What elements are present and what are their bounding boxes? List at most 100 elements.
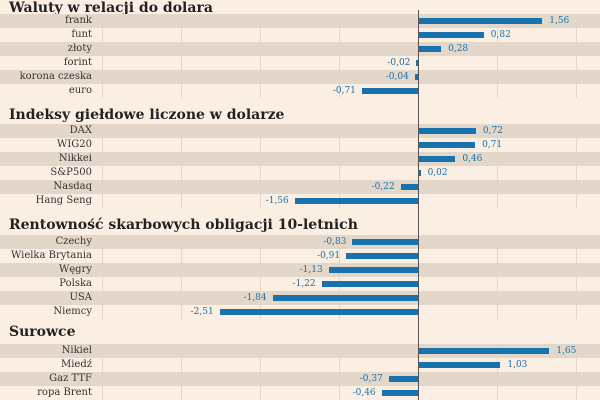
data-label: 1,56 <box>549 16 570 26</box>
gridline <box>181 344 182 400</box>
gridline <box>260 235 261 319</box>
bar <box>419 170 421 176</box>
bar-row: Hang Seng <box>0 194 600 208</box>
gridline <box>102 344 103 400</box>
category-label: Miedź <box>60 359 92 370</box>
bar-row: S&P500 <box>0 166 600 180</box>
data-label: 0,02 <box>427 168 448 178</box>
bar <box>388 376 418 382</box>
bar <box>419 32 484 38</box>
gridline <box>576 124 577 208</box>
category-label: Niemcy <box>53 306 92 317</box>
data-label: -0,22 <box>371 182 395 192</box>
category-label: Hang Seng <box>35 195 92 206</box>
gridline <box>181 235 182 319</box>
category-label: Czechy <box>55 236 92 247</box>
gridline <box>339 124 340 208</box>
bar <box>419 156 456 162</box>
category-label: Nikkei <box>58 153 92 164</box>
gridline <box>102 235 103 319</box>
category-label: Nikiel <box>61 345 92 356</box>
bar <box>416 60 418 66</box>
gridline <box>260 124 261 208</box>
bar-row: euro <box>0 84 600 98</box>
category-label: USA <box>69 292 93 303</box>
bar <box>419 18 543 24</box>
gridline <box>339 235 340 319</box>
data-label: -1,13 <box>299 265 323 275</box>
data-label: 1,03 <box>507 360 528 370</box>
zero-axis-line <box>418 10 419 400</box>
data-label: -2,51 <box>190 307 214 317</box>
data-label: -0,04 <box>385 72 409 82</box>
section-title: Rentowność skarbowych obligacji 10-letni… <box>9 217 358 233</box>
data-label: -0,37 <box>359 374 383 384</box>
bar <box>419 348 550 354</box>
data-label: -0,02 <box>387 58 411 68</box>
bar <box>381 390 418 396</box>
bar-row: korona czeska <box>0 70 600 84</box>
gridline <box>102 14 103 98</box>
data-label: 0,72 <box>482 126 503 136</box>
bar <box>419 362 501 368</box>
data-label: 0,82 <box>490 30 511 40</box>
category-label: euro <box>68 85 92 96</box>
bar <box>361 88 418 94</box>
bar-row: Miedź <box>0 358 600 372</box>
data-label: 0,46 <box>462 154 483 164</box>
gridline <box>339 14 340 98</box>
bar-row: DAX <box>0 124 600 138</box>
bar-row: Wielka Brytania <box>0 249 600 263</box>
category-label: frank <box>65 15 92 26</box>
bar-row: WIG20 <box>0 138 600 152</box>
bar <box>352 239 418 245</box>
data-label: 1,65 <box>556 346 577 356</box>
bar-row: Nasdaq <box>0 180 600 194</box>
category-label: DAX <box>69 125 92 136</box>
gridline <box>497 124 498 208</box>
data-label: -1,84 <box>243 293 267 303</box>
bar <box>272 295 418 301</box>
data-label: 0,28 <box>448 44 469 54</box>
data-label: -1,22 <box>292 279 316 289</box>
section-title: Indeksy giełdowe liczone w dolarze <box>9 107 285 123</box>
gridline <box>102 124 103 208</box>
category-label: ropa Brent <box>37 387 92 398</box>
bar <box>400 184 418 190</box>
gridline <box>576 235 577 319</box>
bar <box>294 198 418 204</box>
gridline <box>339 344 340 400</box>
data-label: 0,71 <box>482 140 503 150</box>
category-label: korona czeska <box>19 71 92 82</box>
data-label: -1,56 <box>265 196 289 206</box>
bar-row: Węgry <box>0 263 600 277</box>
category-label: forint <box>63 57 92 68</box>
category-label: Polska <box>59 278 92 289</box>
bar-row: Nikiel <box>0 344 600 358</box>
bar <box>414 74 418 80</box>
gridline <box>181 14 182 98</box>
data-label: -0,83 <box>323 237 347 247</box>
bar-row: Czechy <box>0 235 600 249</box>
gridline <box>260 14 261 98</box>
bar-row: funt <box>0 28 600 42</box>
data-label: -0,71 <box>332 86 356 96</box>
category-label: WIG20 <box>57 139 92 150</box>
bar-row: Polska <box>0 277 600 291</box>
bar-row: Nikkei <box>0 152 600 166</box>
gridline <box>497 14 498 98</box>
bar <box>346 253 418 259</box>
data-label: -0,91 <box>317 251 341 261</box>
gridline <box>576 14 577 98</box>
category-label: Węgry <box>58 264 92 275</box>
gridline <box>260 344 261 400</box>
category-label: Nasdaq <box>53 181 92 192</box>
bar-row: złoty <box>0 42 600 56</box>
bar-row: frank <box>0 14 600 28</box>
category-label: Gaz TTF <box>49 373 92 384</box>
bar <box>219 309 418 315</box>
bar <box>321 281 418 287</box>
gridline <box>181 124 182 208</box>
category-label: S&P500 <box>50 167 92 178</box>
